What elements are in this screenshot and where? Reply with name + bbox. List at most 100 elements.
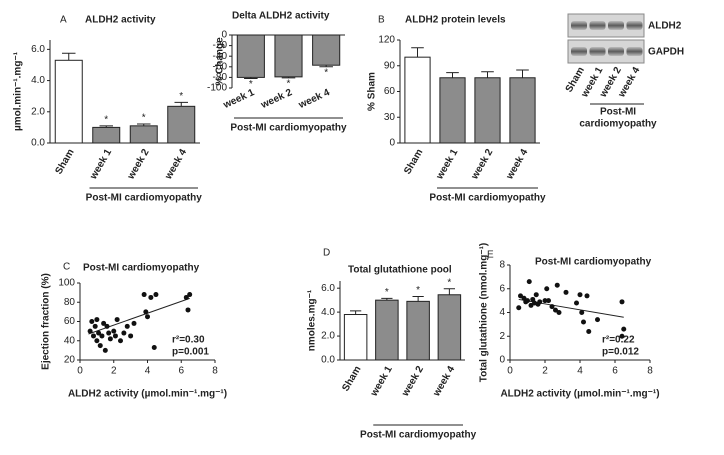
group-label: Post-MI cardiomyopathy — [429, 193, 546, 204]
y-axis-label: % Sham — [367, 72, 378, 111]
data-point — [107, 336, 113, 342]
data-point — [96, 330, 102, 336]
significance-mark: * — [249, 79, 253, 90]
blot-band — [626, 47, 643, 56]
data-point — [537, 299, 543, 305]
data-point — [153, 292, 159, 298]
y-tick-label: 6.0 — [31, 44, 45, 55]
y-tick-label: 0 — [389, 138, 395, 149]
y-tick-label: 8 — [499, 260, 505, 271]
data-point — [542, 298, 548, 304]
data-point — [525, 298, 530, 304]
data-point — [621, 326, 627, 332]
blot-band — [608, 47, 624, 56]
x-tick-label: week 4 — [431, 364, 458, 399]
y-axis-label: nmoles.mg⁻¹ — [307, 289, 318, 351]
blot-band — [589, 47, 606, 56]
data-point — [94, 317, 100, 323]
data-point — [549, 304, 555, 310]
x-tick-label: 6 — [612, 366, 618, 377]
data-point — [579, 310, 585, 315]
data-point — [101, 320, 107, 326]
y-tick-label: -80 — [213, 72, 228, 83]
data-point — [581, 319, 586, 325]
bar — [437, 294, 462, 361]
x-axis-label: ALDH2 activity (µmol.min⁻¹.mg⁻¹) — [68, 389, 227, 400]
data-point — [577, 292, 583, 298]
significance-mark: * — [324, 67, 328, 78]
data-point — [87, 328, 93, 334]
bar — [343, 314, 368, 361]
y-tick-label: 60 — [384, 86, 396, 97]
y-axis-label: µmol.min⁻¹.mg⁻¹ — [13, 51, 24, 131]
y-tick-label: 4 — [499, 307, 505, 318]
stat-annotation: p=0.001 — [172, 347, 209, 358]
chart-title: Total glutathione pool — [348, 265, 452, 276]
data-point — [124, 323, 130, 329]
y-tick-label: 60 — [64, 316, 76, 327]
data-point — [104, 323, 110, 329]
data-point — [112, 333, 118, 339]
data-point — [556, 310, 562, 315]
y-tick-label: 0.0 — [31, 138, 45, 149]
y-tick-label: 100 — [58, 278, 75, 289]
panel-letter: D — [323, 248, 330, 259]
bar — [274, 34, 303, 78]
data-point — [574, 300, 579, 306]
chart-title: Post-MI cardiomyopathy — [83, 263, 200, 274]
y-tick-label: -40 — [213, 51, 228, 62]
blot-panel — [567, 39, 645, 64]
bar — [406, 300, 430, 361]
group-label: Post-MI — [600, 107, 636, 118]
x-tick-label: Sham — [340, 364, 363, 393]
group-label: Post-MI cardiomyopathy — [86, 193, 203, 204]
data-point — [128, 333, 134, 339]
data-point — [518, 293, 523, 299]
error-bar — [381, 297, 393, 301]
y-tick-label: 6.0 — [321, 283, 335, 294]
fit-line — [88, 297, 190, 335]
group-label: cardiomyopathy — [579, 119, 657, 130]
y-tick-label: -100 — [207, 83, 227, 94]
blot-band — [571, 21, 587, 30]
bar — [167, 105, 196, 144]
error-bar — [412, 296, 424, 302]
x-tick-label: week 2 — [469, 147, 496, 182]
x-tick-label: 8 — [212, 366, 218, 377]
panel-letter: A — [60, 15, 67, 26]
x-tick-label: week 1 — [368, 364, 395, 399]
band-label: GAPDH — [648, 47, 684, 58]
x-tick-label: Sham — [402, 147, 425, 176]
data-point — [151, 344, 157, 350]
data-point — [148, 294, 154, 300]
panel-letter: C — [63, 262, 70, 273]
error-bar — [350, 310, 362, 315]
stat-annotation: p=0.012 — [602, 347, 639, 358]
bar — [474, 77, 501, 144]
x-tick-label: Sham — [53, 147, 76, 176]
data-point — [145, 314, 150, 320]
bar — [312, 34, 341, 66]
bar — [54, 59, 83, 144]
group-label: Post-MI cardiomyopathy — [230, 123, 347, 134]
error-bar — [62, 52, 76, 61]
x-tick-label: 4 — [145, 366, 151, 377]
data-point — [553, 307, 558, 313]
x-tick-label: week 4 — [163, 147, 190, 182]
data-point — [141, 292, 147, 298]
data-point — [526, 279, 532, 285]
stat-annotation: r²=0.30 — [172, 335, 205, 346]
error-bar — [516, 69, 529, 78]
error-bar — [411, 47, 424, 58]
significance-mark: * — [385, 287, 389, 298]
bar — [404, 56, 431, 144]
bar — [509, 77, 536, 144]
error-bar — [137, 123, 151, 126]
bar — [236, 34, 265, 78]
bar — [129, 125, 158, 144]
data-point — [114, 317, 120, 323]
chart-title: Post-MI cardiomyopathy — [535, 257, 652, 268]
group-label: Post-MI cardiomyopathy — [360, 430, 477, 441]
y-tick-label: -60 — [213, 61, 228, 72]
